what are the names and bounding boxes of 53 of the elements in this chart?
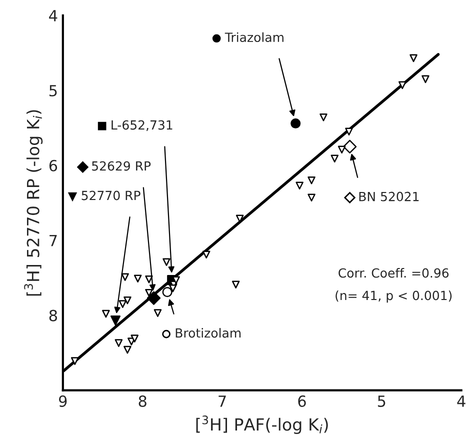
point bbox=[410, 54, 418, 62]
legend-label: BN 52021 bbox=[359, 192, 419, 202]
point bbox=[124, 296, 132, 304]
point bbox=[130, 334, 139, 342]
point bbox=[154, 309, 162, 317]
point bbox=[114, 339, 123, 347]
x-tick-label: 9 bbox=[59, 395, 67, 407]
legend-label: Brotizolam bbox=[176, 328, 241, 338]
annotation: Corr. Coeff. =0.96 bbox=[338, 268, 449, 278]
point bbox=[121, 273, 129, 281]
point bbox=[236, 214, 244, 222]
y-tick-label: 7 bbox=[50, 235, 57, 246]
y-tick-label: 8 bbox=[49, 310, 58, 322]
point bbox=[202, 250, 210, 258]
point bbox=[345, 128, 353, 136]
point bbox=[134, 274, 142, 282]
point bbox=[320, 114, 328, 122]
point bbox=[342, 140, 357, 154]
point bbox=[422, 75, 430, 84]
point bbox=[124, 346, 132, 354]
point bbox=[70, 357, 79, 365]
x-tick-label: 6 bbox=[298, 395, 306, 407]
point bbox=[145, 275, 153, 284]
legend-label: 52770 RP bbox=[82, 190, 140, 200]
x-tick-label: 7 bbox=[218, 396, 226, 407]
y-tick-label: 5 bbox=[50, 85, 57, 96]
x-tick-label: 4 bbox=[457, 396, 466, 407]
point bbox=[290, 118, 301, 128]
point bbox=[308, 194, 316, 202]
x-tick-label: 5 bbox=[378, 396, 386, 407]
point bbox=[168, 284, 177, 292]
x-tick-label: 8 bbox=[138, 395, 146, 407]
point bbox=[145, 288, 153, 297]
legend-label: L-652,731 bbox=[112, 120, 172, 131]
point bbox=[162, 258, 170, 266]
point bbox=[232, 280, 240, 288]
x-axis-title: [$^{3}$H] PAF(-log K$_{i}$) bbox=[196, 415, 328, 434]
point bbox=[118, 300, 127, 308]
point bbox=[296, 182, 304, 190]
legend-label: Triazolam bbox=[224, 32, 284, 42]
legend-label: 52629 RP bbox=[92, 161, 151, 171]
annotation: (n= 41, p < 0.001) bbox=[336, 290, 452, 303]
point bbox=[398, 81, 406, 90]
y-tick-label: 4 bbox=[49, 10, 58, 22]
point bbox=[110, 316, 121, 326]
point bbox=[146, 291, 161, 305]
point bbox=[102, 310, 110, 318]
point bbox=[330, 154, 339, 163]
y-tick-label: 6 bbox=[49, 160, 58, 172]
point bbox=[308, 176, 316, 184]
point bbox=[338, 146, 346, 154]
point bbox=[162, 287, 172, 298]
y-axis-title: [$^{3}$H] 52770 RP (-log K$_{i}$) bbox=[24, 110, 43, 296]
